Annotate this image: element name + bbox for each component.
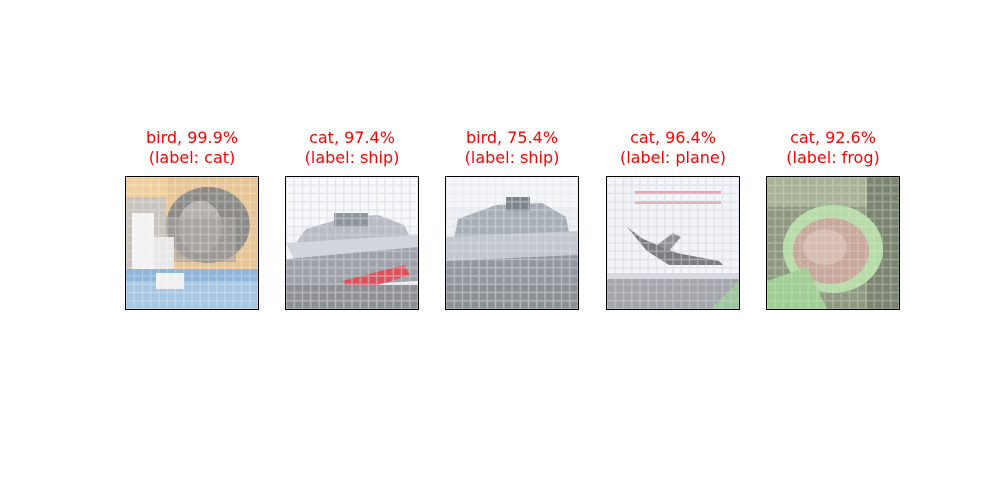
plane-photo-thumbnail — [606, 176, 740, 310]
true-label-text: (label: ship) — [464, 148, 560, 167]
image-panel-2: cat, 97.4% (label: ship) — [272, 128, 432, 312]
prediction-text: cat, 92.6% — [790, 128, 876, 147]
panel-caption: cat, 97.4% (label: ship) — [272, 128, 432, 168]
panel-caption: bird, 99.9% (label: cat) — [112, 128, 272, 168]
panel-caption: cat, 96.4% (label: plane) — [593, 128, 753, 168]
prediction-text: cat, 96.4% — [630, 128, 716, 147]
panel-caption: cat, 92.6% (label: frog) — [753, 128, 913, 168]
plane-photo-image — [607, 177, 739, 309]
cat-photo-image — [126, 177, 258, 309]
frog-photo-image — [767, 177, 899, 309]
cat-photo-thumbnail — [125, 176, 259, 310]
true-label-text: (label: ship) — [304, 148, 400, 167]
ship-photo-thumbnail — [445, 176, 579, 310]
ship-photo-thumbnail — [285, 176, 419, 310]
image-panel-1: bird, 99.9% (label: cat) — [112, 128, 272, 312]
image-panel-3: bird, 75.4% (label: ship) — [432, 128, 592, 312]
prediction-text: bird, 99.9% — [145, 128, 239, 147]
ship-photo-image — [446, 177, 578, 309]
prediction-text: bird, 75.4% — [465, 128, 559, 147]
frog-photo-thumbnail — [766, 176, 900, 310]
image-panel-4: cat, 96.4% (label: plane) — [593, 128, 753, 312]
panel-caption: bird, 75.4% (label: ship) — [432, 128, 592, 168]
true-label-text: (label: plane) — [619, 148, 727, 167]
image-panel-5: cat, 92.6% (label: frog) — [753, 128, 913, 312]
true-label-text: (label: frog) — [786, 148, 880, 167]
true-label-text: (label: cat) — [148, 148, 236, 167]
ship-photo-image — [286, 177, 418, 309]
prediction-text: cat, 97.4% — [309, 128, 395, 147]
